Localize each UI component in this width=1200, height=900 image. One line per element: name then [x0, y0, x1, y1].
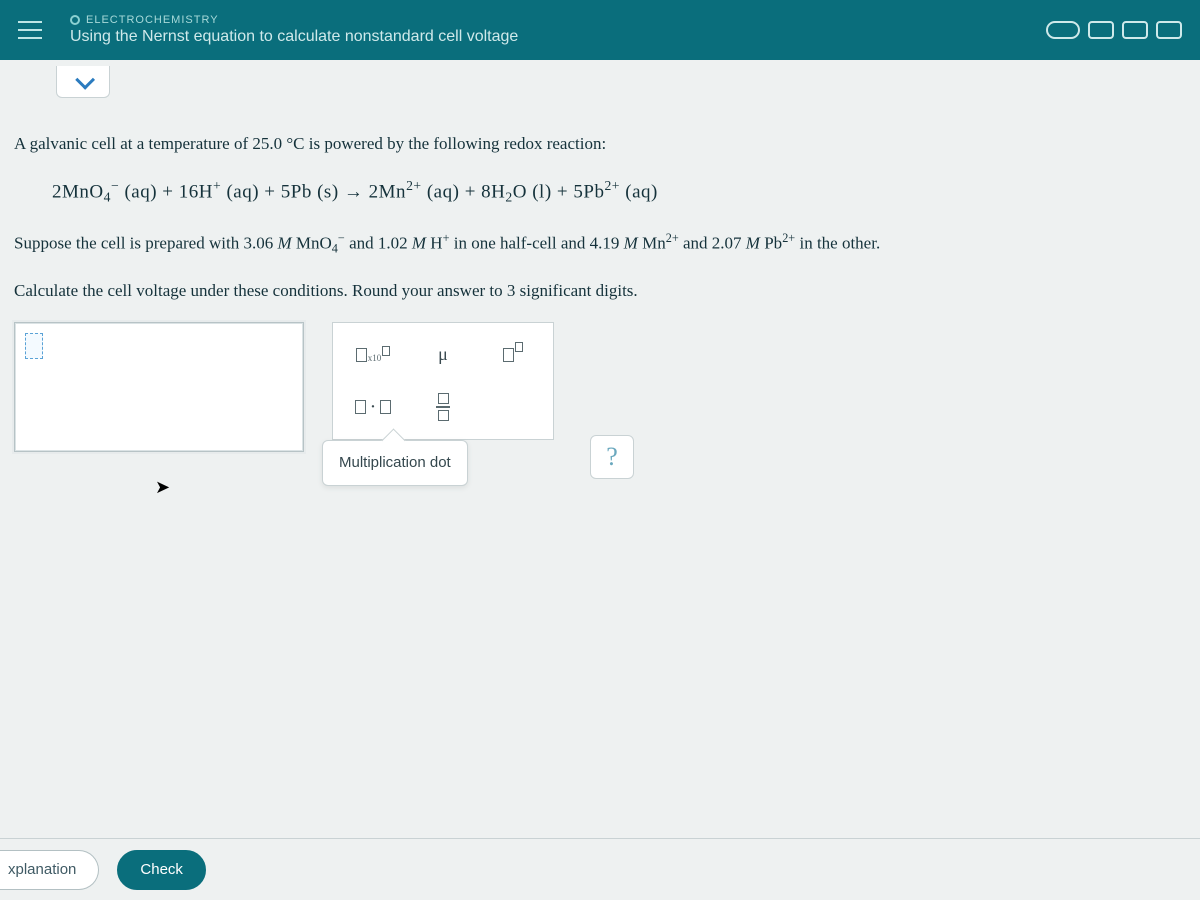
topic-title: Using the Nernst equation to calculate n…: [70, 28, 518, 46]
menu-icon[interactable]: [18, 21, 42, 39]
palette-multiplication-dot-button[interactable]: ·: [347, 387, 399, 427]
help-button[interactable]: ?: [590, 435, 634, 479]
problem-statement: A galvanic cell at a temperature of 25.0…: [0, 60, 1200, 472]
window-icon-2[interactable]: [1088, 21, 1114, 39]
palette-box: x10 μ ·: [332, 322, 554, 440]
intro-line: A galvanic cell at a temperature of 25.0…: [14, 130, 1186, 157]
category-text: ELECTROCHEMISTRY: [86, 14, 219, 26]
window-icon-4[interactable]: [1156, 21, 1182, 39]
category-dot-icon: [70, 15, 80, 25]
category-label: ELECTROCHEMISTRY: [70, 14, 518, 26]
palette-x10-button[interactable]: x10: [347, 335, 399, 375]
explanation-button[interactable]: xplanation: [0, 850, 99, 890]
palette-fraction-button[interactable]: [417, 387, 469, 427]
app-header: ELECTROCHEMISTRY Using the Nernst equati…: [0, 0, 1200, 60]
symbol-palette: x10 μ · Mult: [332, 322, 554, 440]
window-icon-1[interactable]: [1046, 21, 1080, 39]
answer-placeholder-icon: [25, 333, 43, 359]
check-button[interactable]: Check: [117, 850, 206, 890]
answer-row: ➤ x10 μ ·: [14, 322, 1186, 452]
footer-bar: xplanation Check: [0, 838, 1200, 900]
redox-equation: 2MnO4− (aq) + 16H+ (aq) + 5Pb (s) → 2Mn2…: [52, 175, 1186, 209]
chevron-down-icon: [75, 69, 95, 89]
content-area: A galvanic cell at a temperature of 25.0…: [0, 60, 1200, 900]
conditions-line: Suppose the cell is prepared with 3.06 M…: [14, 229, 1186, 259]
instruction-line: Calculate the cell voltage under these c…: [14, 277, 1186, 304]
palette-superscript-button[interactable]: [487, 335, 539, 375]
palette-mu-button[interactable]: μ: [417, 335, 469, 375]
cursor-icon: ➤: [155, 473, 170, 502]
header-title-block: ELECTROCHEMISTRY Using the Nernst equati…: [70, 14, 518, 46]
palette-tooltip: Multiplication dot: [322, 440, 468, 486]
attempts-dropdown[interactable]: [56, 66, 110, 98]
palette-empty: [487, 387, 539, 427]
window-controls: [1046, 21, 1182, 39]
answer-input[interactable]: ➤: [14, 322, 304, 452]
window-icon-3[interactable]: [1122, 21, 1148, 39]
